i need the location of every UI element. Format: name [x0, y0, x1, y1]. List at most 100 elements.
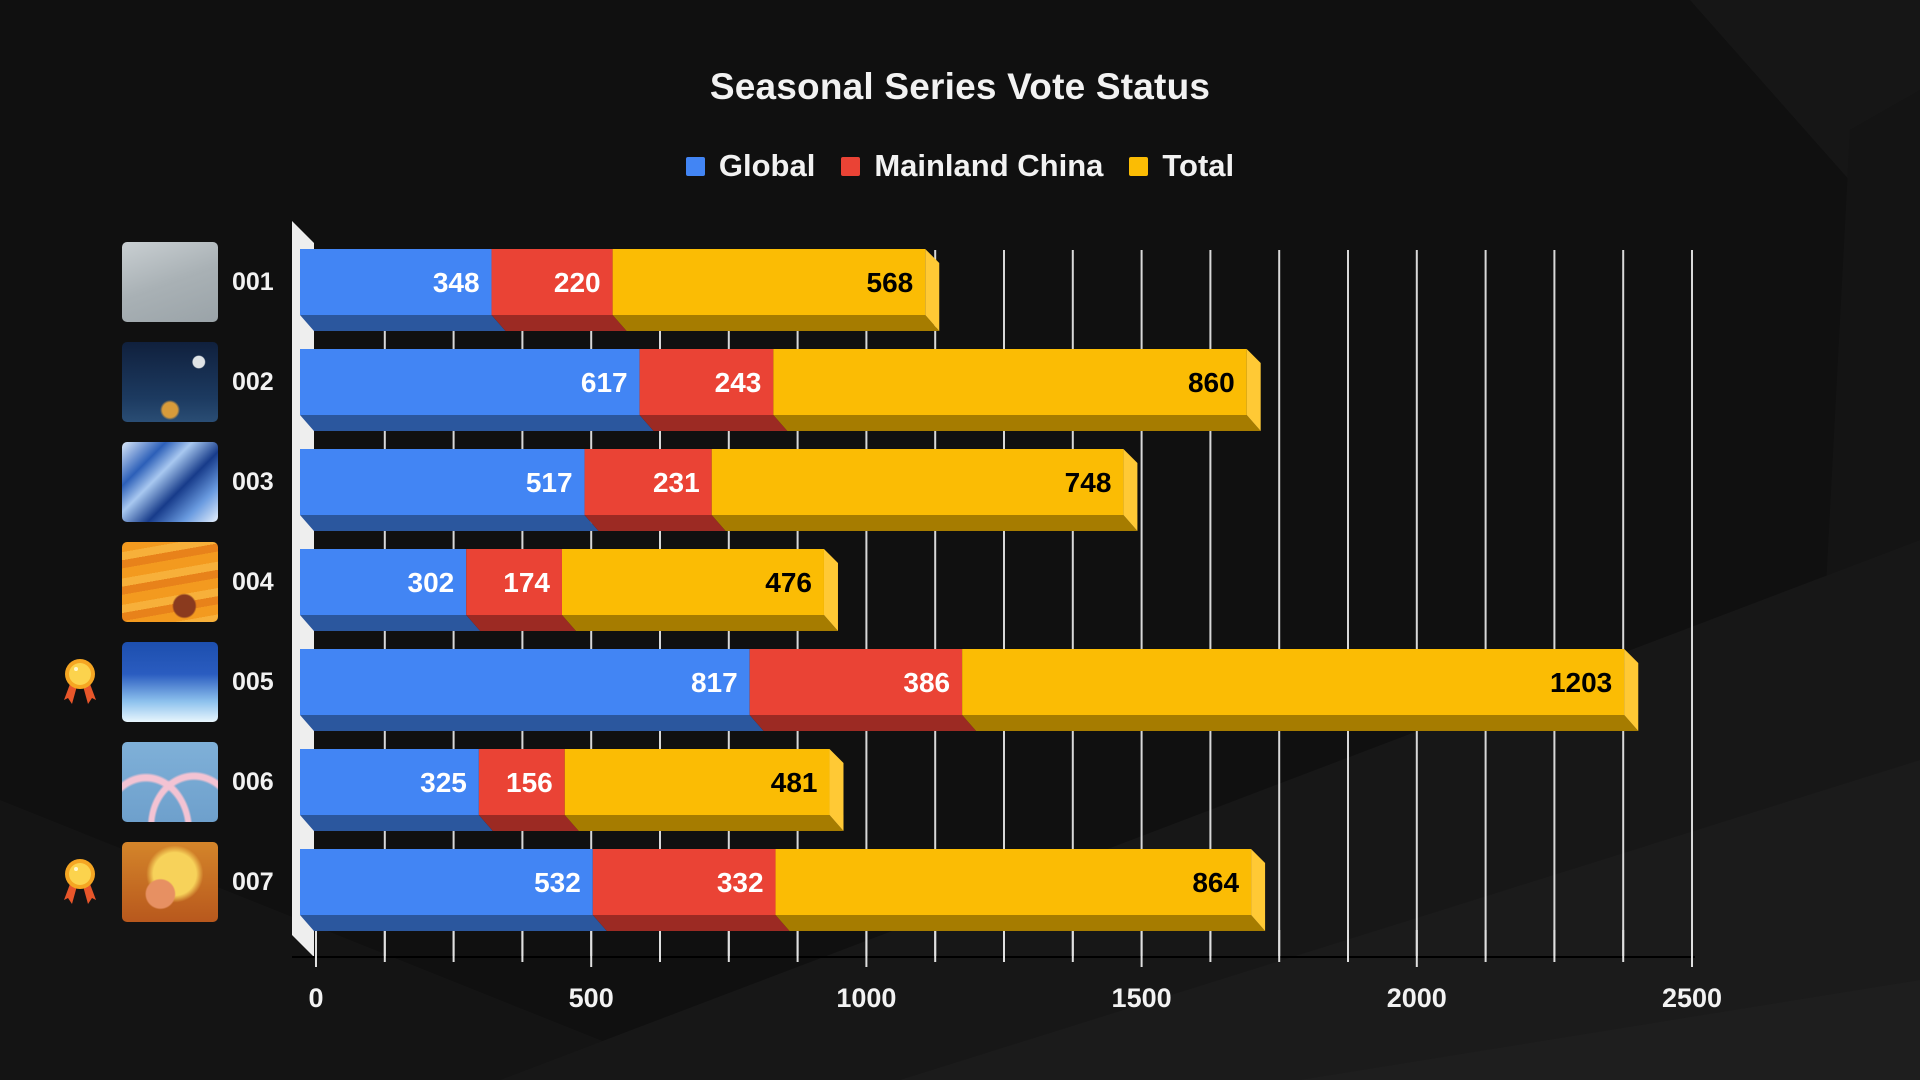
category-label: 003: [232, 468, 274, 496]
x-tick-label: 1500: [1111, 983, 1172, 1013]
legend-item-global[interactable]: Global: [685, 148, 816, 184]
bar-value-label-global: 325: [420, 767, 467, 798]
bar-depth-global: [300, 415, 654, 431]
bar-depth-total: [962, 715, 1639, 731]
blue-marble-mousepad-thumbnail: [122, 442, 218, 522]
bar-depth-total: [612, 315, 940, 331]
bar-depth-total: [775, 915, 1266, 931]
bar-depth-global: [300, 715, 764, 731]
category-label: 001: [232, 268, 274, 296]
bar-segment-global[interactable]: [300, 749, 479, 815]
x-tick-label: 2000: [1386, 983, 1447, 1013]
bar-group-004[interactable]: [300, 549, 838, 631]
bar-segment-global[interactable]: [300, 849, 593, 915]
legend-swatch-global: [685, 156, 705, 176]
bar-group-002[interactable]: [300, 349, 1261, 431]
bar-segment-mainland-china[interactable]: [592, 849, 776, 915]
bar-depth-global: [300, 515, 599, 531]
bar-value-label-mainland-china: 174: [503, 567, 550, 598]
bar-value-label-total: 481: [771, 767, 818, 798]
bar-group-001[interactable]: [300, 249, 940, 331]
bar-segment-total[interactable]: [711, 449, 1124, 515]
blue-pink-wave-mousepad-thumbnail: [122, 742, 218, 822]
bar-depth-total: [561, 615, 838, 631]
bar-depth-global: [300, 915, 607, 931]
bar-value-label-total: 864: [1192, 867, 1239, 898]
bar-segment-mainland-china[interactable]: [639, 349, 774, 415]
bar-value-label-total: 568: [867, 267, 914, 298]
bar-group-005[interactable]: [300, 649, 1639, 731]
bar-segment-total[interactable]: [561, 549, 824, 615]
bar-depth-mainland-china: [491, 315, 627, 331]
bar-value-label-mainland-china: 386: [903, 667, 950, 698]
bar-value-label-global: 302: [408, 567, 455, 598]
bar-side-total: [1251, 849, 1266, 931]
legend-swatch-total: [1129, 156, 1149, 176]
bar-value-label-total: 748: [1065, 467, 1112, 498]
bar-depth-total: [773, 415, 1261, 431]
bar-group-006[interactable]: [300, 749, 844, 831]
bar-depth-mainland-china: [584, 515, 726, 531]
legend-item-total[interactable]: Total: [1129, 148, 1234, 184]
bar-value-label-mainland-china: 156: [506, 767, 553, 798]
bar-value-label-mainland-china: 243: [715, 367, 762, 398]
bar-value-label-mainland-china: 231: [653, 467, 700, 498]
bar-value-label-total: 860: [1188, 367, 1235, 398]
bar-value-label-mainland-china: 332: [717, 867, 764, 898]
bar-value-label-global: 348: [433, 267, 480, 298]
bar-segment-mainland-china[interactable]: [749, 649, 963, 715]
bar-segment-total[interactable]: [962, 649, 1625, 715]
category-label: 006: [232, 768, 274, 796]
x-tick-label: 500: [568, 983, 614, 1013]
bar-segment-global[interactable]: [300, 249, 492, 315]
bar-segment-global[interactable]: [300, 349, 640, 415]
bar-value-label-total: 1203: [1550, 667, 1612, 698]
bar-segment-mainland-china[interactable]: [466, 549, 562, 615]
bar-depth-mainland-china: [749, 715, 977, 731]
bar-side-total: [1246, 349, 1261, 431]
bar-value-label-mainland-china: 220: [554, 267, 601, 298]
bar-labels: 348 220 568 617 243 860 517 231 748 302 174 476 817 3…: [408, 267, 1613, 898]
legend-item-mainland-china[interactable]: Mainland China: [841, 148, 1103, 184]
blue-ocean-mousepad-thumbnail: [122, 642, 218, 722]
award-medal-icon: [64, 859, 96, 904]
x-axis-ticks: [315, 930, 1693, 967]
bar-segment-global[interactable]: [300, 449, 585, 515]
bar-segment-global[interactable]: [300, 549, 467, 615]
bar-group-003[interactable]: [300, 449, 1138, 531]
bar-segment-mainland-china[interactable]: [491, 249, 613, 315]
legend-label-global: Global: [718, 148, 816, 183]
bar-value-label-global: 817: [691, 667, 738, 698]
bar-side-total: [829, 749, 844, 831]
bar-depth-global: [300, 815, 493, 831]
bar-side-total: [1624, 649, 1639, 731]
bar-segment-total[interactable]: [612, 249, 926, 315]
bar-depth-global: [300, 615, 481, 631]
x-tick-label: 2500: [1661, 983, 1723, 1013]
legend-label-mainland-china: Mainland China: [874, 148, 1104, 183]
bar-group-007[interactable]: [300, 849, 1266, 931]
autumn-squirrel-mousepad-thumbnail: [122, 842, 218, 922]
bar-segment-total[interactable]: [775, 849, 1252, 915]
bar-value-label-total: 476: [765, 567, 812, 598]
bar-depth-total: [564, 815, 844, 831]
bar-segment-global[interactable]: [300, 649, 750, 715]
x-tick-label: 0: [308, 983, 324, 1013]
category-label: 004: [232, 568, 274, 596]
orange-camp-mousepad-thumbnail: [122, 542, 218, 622]
category-label: 002: [232, 368, 274, 396]
category-label: 005: [232, 668, 274, 696]
bar-segment-mainland-china[interactable]: [478, 749, 565, 815]
bar-segment-mainland-china[interactable]: [584, 449, 712, 515]
bar-segment-total[interactable]: [773, 349, 1247, 415]
bar-value-label-global: 617: [581, 367, 628, 398]
grey-mousepad-thumbnail: [122, 242, 218, 322]
legend-label-total: Total: [1162, 148, 1235, 183]
bar-segment-total[interactable]: [564, 749, 830, 815]
x-tick-label: 1000: [836, 983, 897, 1013]
bar-depth-mainland-china: [639, 415, 788, 431]
bar-depth-total: [711, 515, 1138, 531]
bar-side-total: [1123, 449, 1138, 531]
bar-depth-global: [300, 315, 506, 331]
bar-depth-mainland-china: [478, 815, 579, 831]
